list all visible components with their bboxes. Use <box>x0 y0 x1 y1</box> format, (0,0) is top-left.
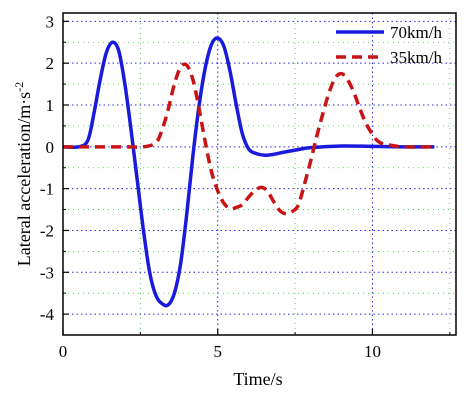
series-line-0 <box>62 36 435 308</box>
y-tick-label: 2 <box>46 54 55 73</box>
y-ticks: -4 -3 -2 -1 0 1 2 3 <box>40 12 69 336</box>
plot-frame <box>62 12 457 336</box>
y-tick-label: 3 <box>46 12 55 31</box>
series-lines <box>62 36 435 308</box>
y-tick-label: 1 <box>46 96 55 115</box>
legend: 70km/h 35km/h <box>336 23 442 67</box>
y-tick-label: -1 <box>40 180 54 199</box>
y-tick-label: -2 <box>40 221 54 240</box>
x-ticks: 0 5 10 <box>59 329 451 361</box>
y-tick-label: -4 <box>40 305 55 324</box>
x-axis-label: Time/s <box>233 369 282 389</box>
y-axis-label-exponent: -2 <box>12 82 26 92</box>
y-axis-label: Lateral acceleration/m·s-2 <box>12 82 34 266</box>
legend-label-35: 35km/h <box>390 48 442 67</box>
y-tick-label: -3 <box>40 263 54 282</box>
x-tick-label: 0 <box>59 342 68 361</box>
y-axis-label-main: Lateral acceleration/m·s <box>14 92 34 266</box>
series-line-1 <box>62 62 435 216</box>
legend-label-70: 70km/h <box>390 23 442 42</box>
x-tick-label: 10 <box>364 342 381 361</box>
y-tick-label: 0 <box>46 138 55 157</box>
x-tick-label: 5 <box>213 342 222 361</box>
